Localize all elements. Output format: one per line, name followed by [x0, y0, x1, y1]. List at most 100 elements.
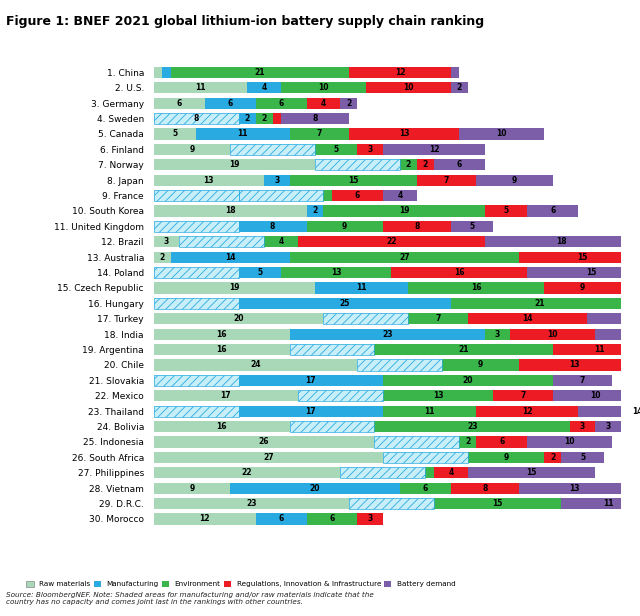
Text: 3: 3 — [580, 422, 585, 431]
Text: 11: 11 — [595, 345, 605, 354]
Text: 7: 7 — [317, 129, 322, 139]
Text: 20: 20 — [463, 376, 473, 385]
Bar — [154, 190, 239, 201]
Text: 10: 10 — [497, 129, 507, 139]
Bar — [154, 391, 298, 402]
Bar — [154, 421, 289, 432]
Text: 27: 27 — [399, 253, 410, 262]
Bar — [434, 498, 561, 509]
Text: 11: 11 — [195, 83, 205, 92]
Text: 8: 8 — [312, 114, 317, 123]
Bar — [545, 282, 621, 293]
Bar — [289, 421, 374, 432]
Text: 4: 4 — [448, 468, 454, 477]
Text: 17: 17 — [305, 407, 316, 416]
Bar — [358, 359, 442, 370]
Bar — [239, 190, 323, 201]
Text: 3: 3 — [164, 237, 169, 246]
Text: 9: 9 — [189, 484, 195, 493]
Text: 23: 23 — [246, 499, 257, 508]
Bar — [476, 405, 579, 416]
Text: 9: 9 — [189, 145, 195, 154]
Text: 5: 5 — [257, 268, 262, 277]
Text: 9: 9 — [504, 453, 509, 462]
Bar — [154, 267, 239, 278]
Text: 14: 14 — [225, 253, 236, 262]
Text: 13: 13 — [569, 484, 579, 493]
Bar — [340, 467, 426, 478]
Text: 19: 19 — [399, 206, 410, 216]
Text: 3: 3 — [495, 330, 500, 339]
Text: 4: 4 — [397, 191, 403, 200]
Bar — [289, 129, 349, 139]
Bar — [621, 282, 640, 293]
Text: 6: 6 — [278, 514, 284, 524]
Text: 13: 13 — [433, 391, 444, 400]
Bar — [349, 498, 434, 509]
Bar — [154, 67, 162, 78]
Bar — [154, 514, 255, 524]
Text: 12: 12 — [522, 407, 532, 416]
Text: 4: 4 — [261, 83, 267, 92]
Bar — [154, 221, 239, 232]
Text: 8: 8 — [193, 114, 199, 123]
Text: 3: 3 — [274, 176, 280, 185]
Text: 21: 21 — [255, 68, 265, 77]
Bar — [545, 452, 561, 463]
Text: 11: 11 — [237, 129, 248, 139]
Bar — [460, 129, 545, 139]
Bar — [255, 113, 273, 124]
Text: 17: 17 — [305, 376, 316, 385]
Text: 5: 5 — [504, 206, 509, 216]
Text: 2: 2 — [406, 160, 411, 169]
Text: 6: 6 — [177, 99, 182, 108]
Bar — [171, 67, 349, 78]
Bar — [205, 98, 255, 108]
Text: 15: 15 — [527, 468, 537, 477]
Bar — [255, 514, 307, 524]
Bar — [298, 236, 485, 247]
Bar — [323, 190, 332, 201]
Bar — [629, 359, 640, 370]
Text: 23: 23 — [467, 422, 477, 431]
Bar — [154, 236, 179, 247]
Bar — [383, 452, 468, 463]
Bar — [307, 206, 323, 216]
Bar — [570, 421, 595, 432]
Bar — [510, 328, 595, 339]
Text: 12: 12 — [199, 514, 210, 524]
Bar — [307, 98, 340, 108]
Bar — [323, 313, 408, 324]
Text: 21: 21 — [458, 345, 469, 354]
Bar — [154, 452, 383, 463]
Bar — [374, 436, 460, 447]
Text: 18: 18 — [225, 206, 236, 216]
Bar — [315, 144, 358, 155]
Bar — [417, 175, 476, 186]
Bar — [468, 313, 587, 324]
Bar — [154, 498, 349, 509]
Bar — [349, 498, 434, 509]
Bar — [349, 67, 451, 78]
Text: 21: 21 — [535, 299, 545, 308]
Bar — [154, 144, 230, 155]
Bar — [595, 328, 640, 339]
Text: 2: 2 — [159, 253, 164, 262]
Bar — [451, 83, 468, 94]
Text: 6: 6 — [423, 484, 428, 493]
Text: 6: 6 — [457, 160, 462, 169]
Text: 4: 4 — [278, 237, 284, 246]
Text: 3: 3 — [367, 514, 373, 524]
Bar — [374, 344, 553, 355]
Legend: Raw materials, Manufacturing, Environment, Regulations, Innovation & Infrastruct: Raw materials, Manufacturing, Environmen… — [26, 580, 456, 587]
Bar — [366, 83, 451, 94]
Bar — [323, 206, 485, 216]
Bar — [485, 236, 638, 247]
Bar — [239, 221, 307, 232]
Bar — [171, 252, 289, 262]
Bar — [154, 313, 323, 324]
Bar — [289, 344, 374, 355]
Text: 16: 16 — [216, 422, 227, 431]
Text: 20: 20 — [310, 484, 320, 493]
Text: 12: 12 — [395, 68, 405, 77]
